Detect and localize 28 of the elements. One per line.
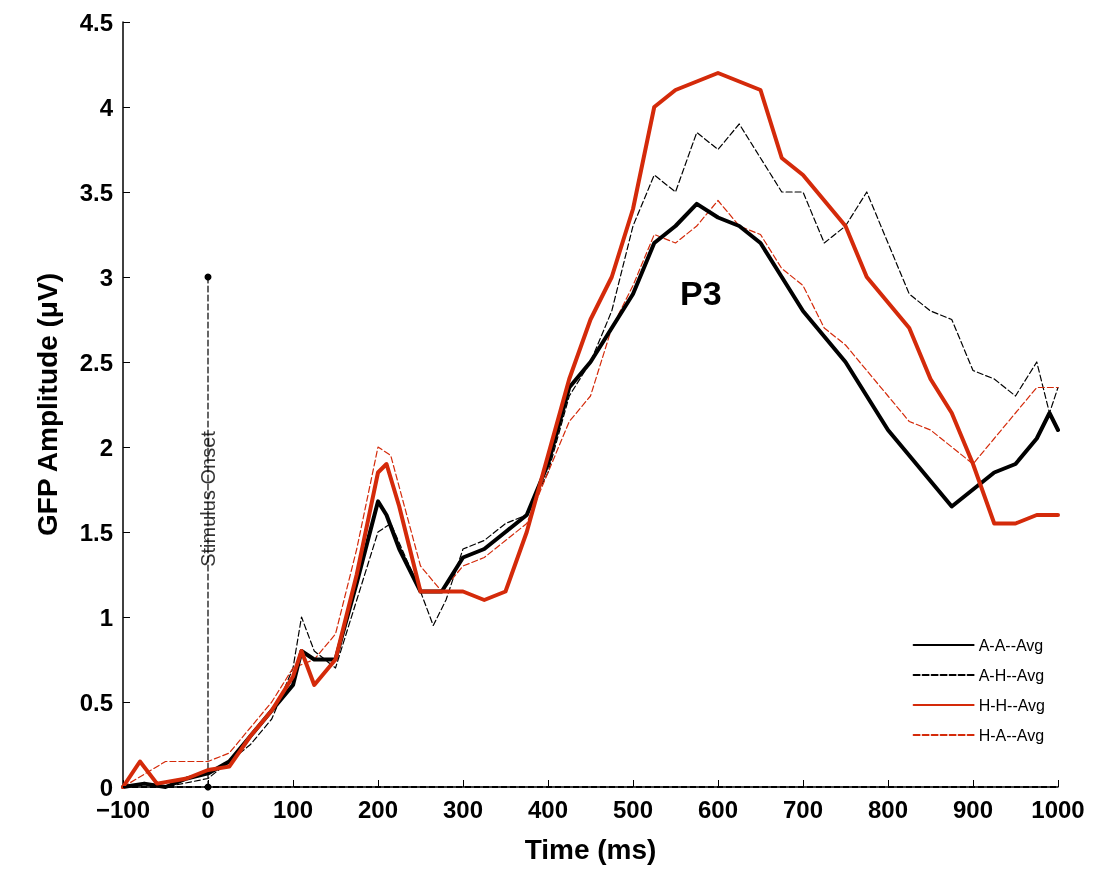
x-tick-label: 300 (442, 795, 484, 823)
legend-label: H-A--Avg (978, 726, 1045, 744)
x-tick-label: 600 (697, 795, 739, 823)
x-tick-label: 500 (612, 795, 654, 823)
y-tick-label: 0.5 (79, 688, 113, 716)
x-tick-label: 0 (201, 795, 215, 823)
y-tick-label: 4 (99, 93, 114, 121)
y-tick-label: 2.5 (79, 348, 113, 376)
y-tick-label: 4.5 (79, 8, 113, 36)
x-tick-label: 200 (357, 795, 399, 823)
legend-label: H-H--Avg (978, 696, 1045, 714)
y-axis-title: GFP Amplitude (μV) (31, 273, 63, 536)
legend-label: A-H--Avg (978, 666, 1045, 684)
y-tick-label: 2 (99, 433, 113, 461)
y-tick-label: 1.5 (79, 518, 113, 546)
annotation: Stimulus Onset (197, 430, 219, 567)
x-tick-label: 1000 (1031, 795, 1085, 823)
x-tick-label: 900 (952, 795, 994, 823)
y-tick-label: 3.5 (79, 178, 113, 206)
y-tick-label: 3 (99, 263, 113, 291)
x-tick-label: 700 (782, 795, 824, 823)
legend-label: A-A--Avg (978, 636, 1044, 654)
x-axis-title: Time (ms) (524, 833, 657, 865)
x-tick-label: 800 (867, 795, 909, 823)
x-tick-label: 100 (272, 795, 314, 823)
y-tick-label: 1 (99, 603, 113, 631)
x-tick-label: 400 (527, 795, 569, 823)
annotation: P3 (680, 274, 722, 312)
